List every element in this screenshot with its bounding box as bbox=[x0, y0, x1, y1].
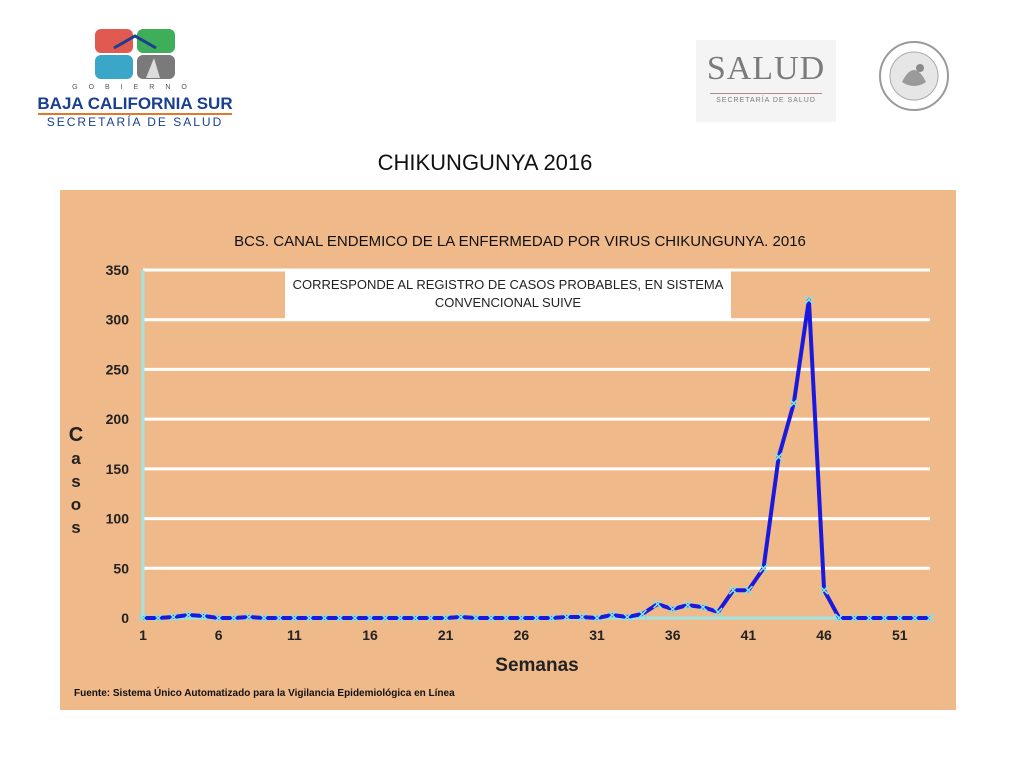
data-point-marker bbox=[410, 613, 420, 623]
data-point-marker bbox=[289, 613, 299, 623]
data-point-marker bbox=[653, 599, 663, 609]
gobierno-label: GOBIERNO bbox=[72, 84, 198, 91]
baja-california-sur-logo: GOBIERNO BAJA CALIFORNIA SUR SECRETARÍA … bbox=[30, 22, 240, 132]
x-tick-label: 1 bbox=[139, 627, 147, 643]
chart-note: CORRESPONDE AL REGISTRO DE CASOS PROBABL… bbox=[285, 271, 731, 319]
y-axis-label-letter: o bbox=[71, 495, 81, 514]
y-tick-label: 250 bbox=[106, 361, 130, 377]
data-point-marker bbox=[456, 612, 466, 622]
data-point-marker bbox=[168, 612, 178, 622]
data-point-marker bbox=[516, 613, 526, 623]
bcs-emblem-icon bbox=[95, 29, 175, 79]
y-tick-label: 350 bbox=[106, 262, 130, 278]
data-point-marker bbox=[607, 610, 617, 620]
x-axis-label: Semanas bbox=[495, 655, 578, 676]
data-point-marker bbox=[486, 613, 496, 623]
data-point-marker bbox=[365, 613, 375, 623]
data-point-marker bbox=[274, 613, 284, 623]
x-tick-label: 31 bbox=[589, 627, 605, 643]
state-name: BAJA CALIFORNIA SUR bbox=[37, 94, 233, 113]
data-point-marker bbox=[183, 610, 193, 620]
salud-logo: SALUD SECRETARÍA DE SALUD bbox=[696, 40, 836, 122]
data-point-marker bbox=[304, 613, 315, 623]
data-point-marker bbox=[425, 613, 436, 623]
data-point-marker bbox=[592, 613, 602, 623]
x-tick-label: 51 bbox=[892, 627, 908, 643]
data-point-marker bbox=[728, 585, 738, 595]
data-point-marker bbox=[910, 613, 920, 623]
page-title: CHIKUNGUNYA 2016 bbox=[377, 150, 593, 175]
data-point-marker bbox=[153, 613, 163, 623]
x-tick-label: 16 bbox=[362, 627, 378, 643]
data-point-marker bbox=[743, 585, 753, 595]
x-tick-label: 46 bbox=[816, 627, 832, 643]
data-point-marker bbox=[138, 613, 148, 623]
data-point-marker bbox=[683, 600, 693, 610]
y-tick-label: 150 bbox=[106, 461, 130, 477]
data-point-marker bbox=[380, 613, 390, 623]
data-point-marker bbox=[622, 612, 632, 622]
data-point-marker bbox=[320, 613, 330, 623]
y-axis-label-letter: C bbox=[69, 424, 83, 446]
data-point-marker bbox=[637, 609, 648, 619]
data-point-marker bbox=[880, 613, 890, 623]
data-point-marker bbox=[834, 613, 844, 623]
data-point-marker bbox=[335, 613, 345, 623]
series-line bbox=[143, 297, 930, 620]
salud-divider bbox=[710, 93, 822, 94]
source-note: Fuente: Sistema Único Automatizado para … bbox=[74, 688, 455, 699]
data-point-marker bbox=[547, 613, 557, 623]
x-tick-label: 6 bbox=[215, 627, 223, 643]
data-point-marker bbox=[562, 612, 572, 622]
data-point-marker bbox=[441, 613, 451, 623]
data-point-marker bbox=[864, 613, 875, 623]
data-point-marker bbox=[350, 613, 360, 623]
y-tick-label: 300 bbox=[106, 312, 130, 328]
data-point-marker bbox=[789, 398, 799, 408]
data-point-marker bbox=[925, 613, 935, 623]
y-axis-label-letter: s bbox=[71, 518, 80, 537]
data-point-marker bbox=[229, 613, 239, 623]
data-point-marker bbox=[577, 612, 587, 622]
y-tick-label: 100 bbox=[106, 511, 130, 527]
secretaria-label: SECRETARÍA DE SALUD bbox=[46, 115, 224, 129]
x-tick-label: 11 bbox=[287, 627, 302, 643]
data-point-marker bbox=[395, 613, 405, 623]
data-point-marker bbox=[259, 613, 269, 623]
y-tick-label: 0 bbox=[121, 610, 129, 626]
chart-title: BCS. CANAL ENDEMICO DE LA ENFERMEDAD POR… bbox=[234, 233, 806, 250]
x-tick-label: 21 bbox=[438, 627, 454, 643]
mexico-seal-icon bbox=[879, 41, 949, 111]
data-point-marker bbox=[758, 563, 769, 573]
y-axis-label-letter: a bbox=[71, 449, 81, 468]
data-point-marker bbox=[698, 602, 708, 612]
data-point-marker bbox=[198, 611, 209, 621]
x-tick-label: 41 bbox=[741, 627, 757, 643]
data-point-marker bbox=[849, 613, 859, 623]
data-point-marker bbox=[471, 613, 481, 623]
data-point-marker bbox=[895, 613, 905, 623]
y-tick-label: 50 bbox=[113, 560, 129, 576]
data-point-marker bbox=[501, 613, 511, 623]
logo-divider bbox=[38, 113, 232, 115]
x-tick-label: 36 bbox=[665, 627, 681, 643]
salud-wordmark: SALUD bbox=[706, 50, 826, 87]
salud-subtitle: SECRETARÍA DE SALUD bbox=[716, 97, 816, 104]
data-point-marker bbox=[819, 585, 829, 595]
data-point-marker bbox=[713, 607, 723, 617]
data-point-marker bbox=[668, 604, 678, 614]
data-point-marker bbox=[244, 612, 254, 622]
x-tick-label: 26 bbox=[514, 627, 530, 643]
data-point-marker bbox=[804, 295, 814, 305]
data-point-marker bbox=[531, 613, 542, 623]
data-point-marker bbox=[214, 613, 224, 623]
y-axis-label-letter: s bbox=[71, 472, 80, 491]
data-point-marker bbox=[774, 452, 784, 462]
y-tick-label: 200 bbox=[106, 411, 130, 427]
